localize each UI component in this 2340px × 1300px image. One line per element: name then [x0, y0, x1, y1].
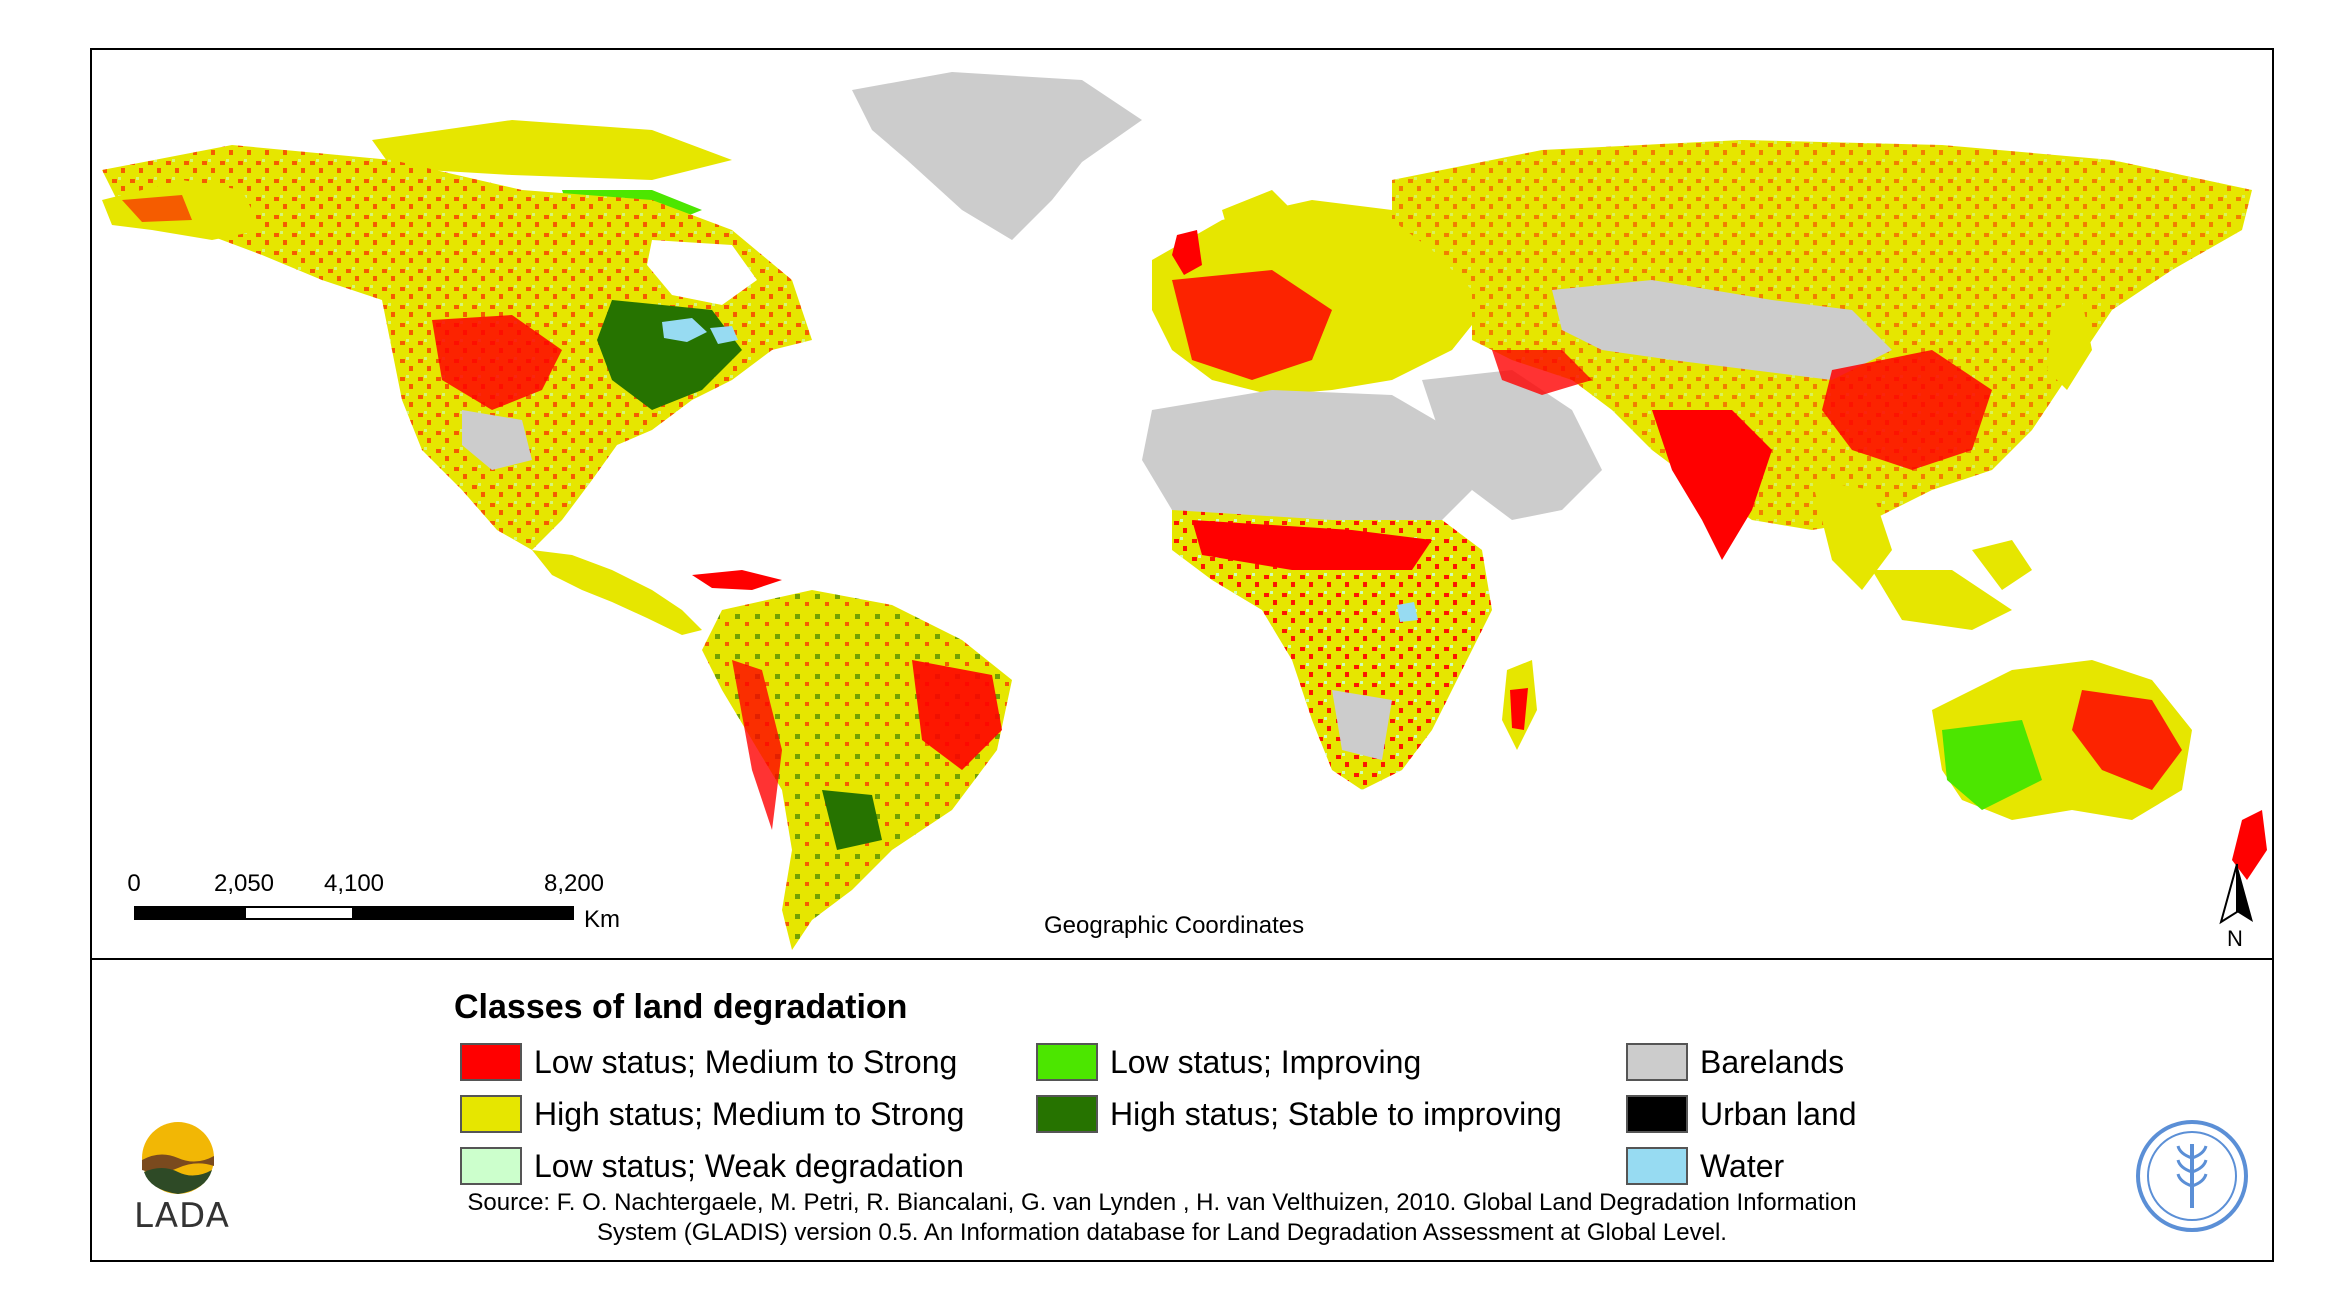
scale-segment: [244, 906, 354, 920]
hudson-bay: [647, 240, 757, 305]
legend-item: Urban land: [1626, 1094, 1857, 1134]
scale-tick-2050: 2,050: [213, 870, 275, 897]
legend-label: Low status; Improving: [1110, 1043, 1422, 1080]
lada-logo-text: LADA: [134, 1196, 230, 1236]
scale-tick-4100: 4,100: [323, 870, 385, 897]
legend-label: Water: [1700, 1147, 1785, 1184]
legend-item: High status; Stable to improving: [1036, 1094, 1562, 1134]
legend-item: Low status; Improving: [1036, 1042, 1421, 1082]
scale-tick-0: 0: [127, 870, 141, 897]
scale-tick-8200: 8,200: [543, 870, 605, 897]
legend-label: High status; Medium to Strong: [534, 1095, 965, 1132]
uk-ireland: [1172, 230, 1202, 275]
lada-logo-icon: [142, 1122, 214, 1194]
legend-swatch: [1626, 1043, 1688, 1081]
china-east: [1822, 350, 1992, 470]
map-frame: 0 2,050 4,100 8,200 Km Geographic Coordi…: [90, 48, 2274, 1262]
scale-bar: 0 2,050 4,100 8,200 Km: [127, 870, 654, 950]
new-zealand: [2232, 810, 2267, 880]
legend-swatch: [1036, 1043, 1098, 1081]
legend-swatch: [460, 1043, 522, 1081]
legend-swatch: [460, 1147, 522, 1185]
scale-unit: Km: [584, 906, 620, 933]
legend-title: Classes of land degradation: [454, 988, 908, 1026]
north-arrow: N: [2219, 862, 2255, 952]
legend-swatch: [460, 1095, 522, 1133]
lada-logo: LADA: [130, 1120, 240, 1250]
sahara: [1142, 390, 1472, 525]
legend-swatch: [1626, 1147, 1688, 1185]
scale-segment: [134, 906, 244, 920]
japan: [2047, 300, 2092, 390]
source-citation: Source: F. O. Nachtergaele, M. Petri, R.…: [392, 1188, 1932, 1248]
central-asia-deserts: [1552, 280, 1892, 380]
legend-item: Low status; Medium to Strong: [460, 1042, 957, 1082]
legend-item: Water: [1626, 1146, 1784, 1186]
legend-item: High status; Medium to Strong: [460, 1094, 964, 1134]
map-panel: 0 2,050 4,100 8,200 Km Geographic Coordi…: [92, 50, 2272, 960]
greenland: [852, 72, 1142, 240]
legend-label: Low status; Medium to Strong: [534, 1043, 958, 1080]
legend-label: Urban land: [1700, 1095, 1857, 1132]
lake-victoria: [1397, 602, 1418, 622]
central-america: [532, 550, 702, 635]
world-map: [102, 72, 2267, 950]
source-line-2: System (GLADIS) version 0.5. An Informat…: [597, 1219, 1727, 1246]
fao-logo-icon: [2136, 1120, 2248, 1232]
fao-logo: [2134, 1118, 2250, 1234]
legend-label: Low status; Weak degradation: [534, 1147, 964, 1184]
legend-panel: Classes of land degradation Low status; …: [92, 960, 2272, 1262]
legend-label: High status; Stable to improving: [1110, 1095, 1562, 1132]
north-arrow-icon: [2219, 863, 2253, 925]
great-lakes: [662, 318, 738, 344]
legend-item: Low status; Weak degradation: [460, 1146, 964, 1186]
north-label: N: [2227, 926, 2243, 951]
arabia: [1422, 370, 1602, 520]
projection-label: Geographic Coordinates: [1044, 912, 1305, 939]
arctic-islands: [372, 120, 732, 180]
scale-segment: [354, 906, 574, 920]
legend-label: Barelands: [1700, 1043, 1845, 1080]
india: [1652, 410, 1772, 560]
southeast-asia: [1812, 480, 1892, 590]
legend-item: Barelands: [1626, 1042, 1844, 1082]
source-line-1: Source: F. O. Nachtergaele, M. Petri, R.…: [467, 1189, 1857, 1216]
legend-swatch: [1036, 1095, 1098, 1133]
legend-swatch: [1626, 1095, 1688, 1133]
